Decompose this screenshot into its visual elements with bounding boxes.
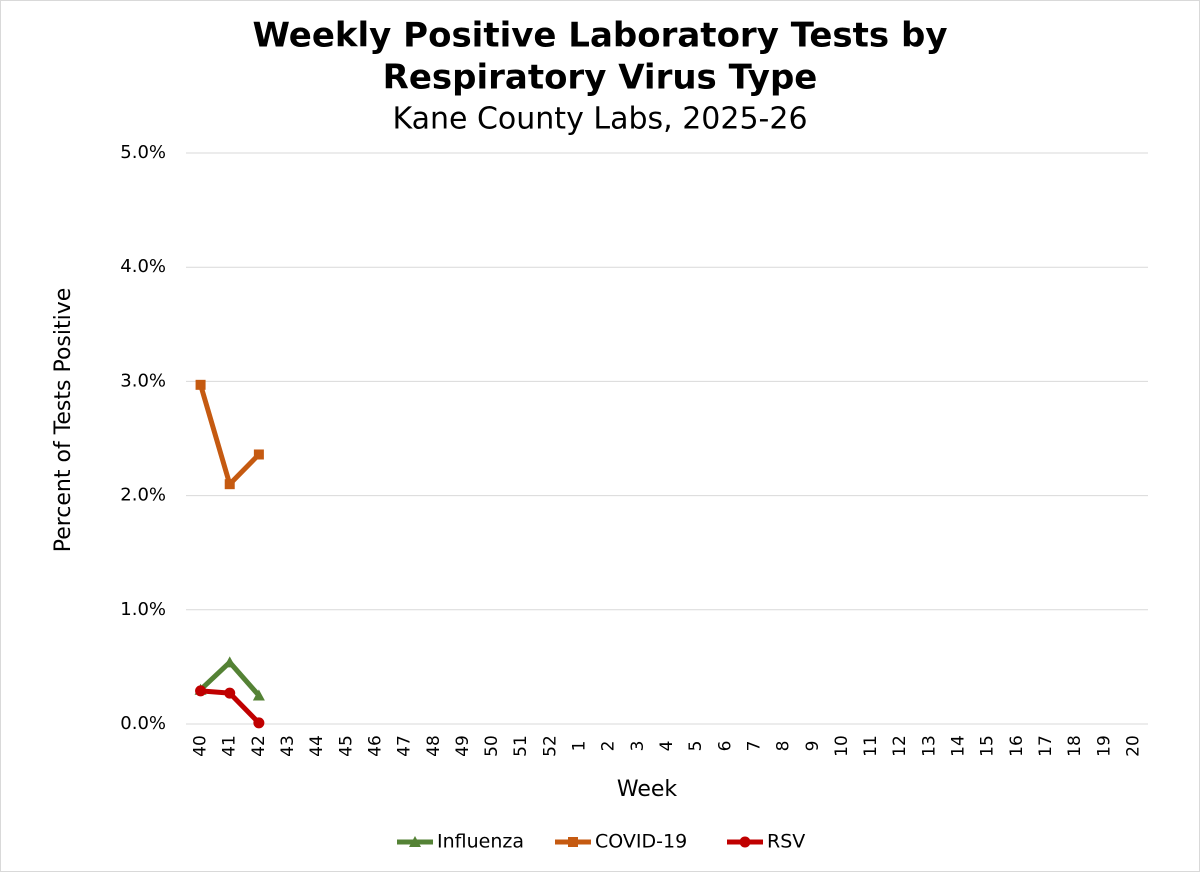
x-tick-label: 7 [744,741,764,752]
x-tick-label: 12 [890,735,910,757]
x-tick-label: 50 [482,735,502,757]
x-tick-label: 10 [832,735,852,757]
x-tick-label: 49 [453,735,473,757]
y-tick-label: 5.0% [120,142,166,163]
chart-title: Weekly Positive Laboratory Tests by [252,16,947,56]
legend-label: RSV [767,831,805,853]
x-tick-label: 14 [949,735,969,757]
x-tick-label: 1 [570,741,590,752]
x-tick-label: 48 [424,735,444,757]
x-tick-label: 3 [628,741,648,752]
chart-subtitle: Kane County Labs, 2025-26 [392,102,807,137]
y-axis-title: Percent of Tests Positive [51,288,76,553]
x-tick-label: 5 [686,741,706,752]
x-tick-label: 11 [861,735,881,757]
y-tick-label: 0.0% [120,713,166,734]
y-tick-label: 2.0% [120,485,166,506]
legend-marker [409,836,421,847]
x-tick-label: 17 [1036,735,1056,757]
x-tick-label: 41 [220,735,240,757]
x-tick-label: 43 [278,735,298,757]
y-tick-label: 1.0% [120,599,166,620]
x-tick-label: 4 [657,741,677,752]
x-tick-label: 8 [774,741,794,752]
data-point [252,689,265,701]
x-tick-label: 46 [365,735,385,757]
y-tick-label: 3.0% [120,370,166,391]
y-tick-label: 4.0% [120,256,166,277]
x-tick-label: 52 [540,735,560,757]
x-tick-label: 19 [1094,735,1114,757]
x-tick-label: 40 [191,735,211,757]
legend-label: Influenza [437,831,524,853]
data-point [253,449,264,460]
x-tick-label: 44 [307,735,327,757]
data-point [195,685,207,697]
chart-title: Respiratory Virus Type [383,58,818,98]
x-tick-label: 18 [1065,735,1085,757]
x-tick-label: 51 [511,735,531,757]
data-point [223,656,236,668]
data-point [253,717,265,729]
data-point [195,379,206,390]
x-tick-label: 6 [715,741,735,752]
x-tick-label: 20 [1123,735,1143,757]
legend-label: COVID-19 [595,831,687,853]
x-tick-label: 15 [978,735,998,757]
legend-marker [568,837,578,847]
data-point [224,687,236,699]
x-tick-label: 16 [1007,735,1027,757]
x-axis-title: Week [617,777,678,802]
x-tick-label: 13 [919,735,939,757]
data-point [224,479,235,490]
x-tick-label: 47 [395,735,415,757]
x-tick-label: 2 [599,741,619,752]
x-tick-label: 45 [336,735,356,757]
x-tick-label: 9 [803,741,823,752]
legend-marker [739,836,751,848]
x-tick-label: 42 [249,735,269,757]
